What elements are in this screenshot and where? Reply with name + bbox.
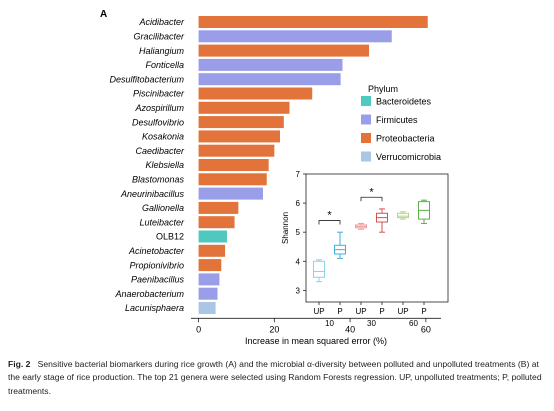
caption-label: Fig. 2 — [8, 359, 31, 369]
legend-swatch-verrucomicrobia — [361, 151, 371, 162]
genus-label-haliangium: Haliangium — [139, 46, 185, 56]
genus-label-fonticella: Fonticella — [145, 60, 184, 70]
treatment-label: P — [421, 307, 426, 316]
bar-desulfitobacterium — [198, 73, 341, 86]
bars-a — [198, 16, 428, 314]
genus-label-piscinibacter: Piscinibacter — [133, 89, 185, 99]
x-tick-label: 20 — [269, 324, 279, 334]
genus-label-aneurinibacillus: Aneurinibacillus — [120, 189, 185, 199]
treatment-label: P — [379, 307, 384, 316]
panel-a-label: A — [100, 9, 107, 20]
genus-label-olb12: OLB12 — [156, 232, 184, 242]
y-tick-label: 7 — [296, 170, 301, 179]
bar-kosakonia — [198, 130, 281, 143]
bar-aneurinibacillus — [198, 187, 263, 200]
significance-marks: ** — [318, 186, 383, 225]
genus-label-blastomonas: Blastomonas — [132, 175, 185, 185]
box-30-up — [355, 222, 367, 230]
legend-swatch-firmicutes — [361, 114, 371, 125]
legend-title: Phylum — [368, 84, 398, 94]
genus-label-luteibacter: Luteibacter — [139, 217, 185, 227]
legend-swatch-proteobacteria — [361, 133, 371, 143]
legend-entry-firmicutes: Firmicutes — [376, 115, 418, 125]
significance-star-10: * — [327, 210, 332, 222]
x-axis-a: 0 20 40 60 — [191, 317, 441, 334]
box-body — [397, 212, 409, 219]
genus-label-gallionella: Gallionella — [142, 203, 184, 213]
bar-propionivibrio — [198, 259, 222, 272]
y-tick-label: 4 — [296, 257, 301, 266]
genus-label-klebsiella: Klebsiella — [145, 160, 184, 170]
bar-fonticella — [198, 58, 343, 71]
caption-text: Sensitive bacterial biomarkers during ri… — [8, 359, 542, 396]
bar-anaerobacterium — [198, 287, 218, 300]
y-tick-label: 5 — [296, 228, 301, 237]
bar-gracilibacter — [198, 30, 392, 43]
genus-label-lacunisphaera: Lacunisphaera — [125, 303, 184, 313]
box-60-up — [397, 211, 409, 220]
bar-piscinibacter — [198, 87, 313, 100]
x-tick-label: 40 — [345, 324, 355, 334]
x-tick-label: 60 — [421, 324, 431, 334]
significance-bracket-30 — [360, 196, 383, 202]
day-label-60: 60 — [409, 319, 418, 328]
box-body — [313, 260, 325, 278]
genus-label-caedibacter: Caedibacter — [135, 146, 185, 156]
genus-labels: Acidibacter Gracilibacter Haliangium Fontic… — [109, 17, 185, 313]
figure-caption: Fig. 2 Sensitive bacterial biomarkers du… — [8, 358, 548, 398]
treatment-label: UP — [355, 307, 366, 316]
bar-haliangium — [198, 44, 370, 57]
y-axis-b: 3 4 5 6 7 — [296, 170, 306, 295]
x-axis-label: Increase in mean squared error (%) — [245, 336, 387, 346]
legend-swatch-bacteroidetes — [361, 96, 371, 106]
y-axis-label: Shannon — [281, 212, 290, 244]
bar-blastomonas — [198, 173, 267, 186]
treatment-label: P — [337, 307, 342, 316]
bar-azospirillum — [198, 101, 290, 114]
y-tick-label: 6 — [296, 199, 301, 208]
bar-paenibacillus — [198, 273, 220, 286]
panel-a-bar-chart: A Acidibacter Gracilibacter Haliangium Font… — [100, 9, 441, 346]
bar-lacunisphaera — [198, 302, 216, 314]
figure-2: A Acidibacter Gracilibacter Haliangium Font… — [100, 9, 449, 346]
box-60-p — [418, 199, 430, 224]
bar-klebsiella — [198, 159, 269, 171]
genus-label-acinetobacter: Acinetobacter — [128, 246, 185, 256]
genus-label-desulfovibrio: Desulfovibrio — [132, 117, 184, 127]
genus-label-paenibacillus: Paenibacillus — [131, 275, 185, 285]
day-label-10: 10 — [325, 319, 334, 328]
day-label-30: 30 — [367, 319, 376, 328]
genus-label-gracilibacter: Gracilibacter — [133, 32, 185, 42]
box-10-p — [334, 231, 346, 259]
boxes-b — [313, 199, 430, 283]
genus-label-azospirillum: Azospirillum — [134, 103, 184, 113]
significance-bracket-10 — [318, 220, 341, 225]
x-tick-label: 0 — [196, 324, 201, 334]
legend-entry-proteobacteria: Proteobacteria — [376, 134, 435, 144]
bar-acinetobacter — [198, 244, 226, 257]
legend-entry-verrucomicrobia: Verrucomicrobia — [376, 152, 441, 162]
bar-desulfovibrio — [198, 116, 284, 129]
genus-label-desulfitobacterium: Desulfitobacterium — [109, 74, 184, 84]
bar-olb12 — [198, 230, 227, 243]
y-tick-label: 3 — [296, 286, 301, 295]
box-30-p — [376, 208, 388, 233]
bar-caedibacter — [198, 144, 275, 157]
box-10-up — [313, 259, 325, 283]
significance-star-30: * — [369, 186, 374, 198]
legend-entry-bacteroidetes: Bacteroidetes — [376, 97, 432, 107]
genus-label-acidibacter: Acidibacter — [138, 17, 185, 27]
genus-label-propionivibrio: Propionivibrio — [129, 260, 184, 270]
genus-label-kosakonia: Kosakonia — [142, 132, 184, 142]
treatment-label: UP — [397, 307, 408, 316]
phylum-legend: Phylum Bacteroidetes Firmicutes Proteobact… — [361, 84, 441, 162]
genus-label-anaerobacterium: Anaerobacterium — [114, 289, 184, 299]
treatment-label: UP — [313, 307, 324, 316]
bar-acidibacter — [198, 16, 428, 28]
panel-b-frame — [305, 173, 449, 303]
bar-gallionella — [198, 201, 239, 214]
bar-luteibacter — [198, 216, 235, 229]
